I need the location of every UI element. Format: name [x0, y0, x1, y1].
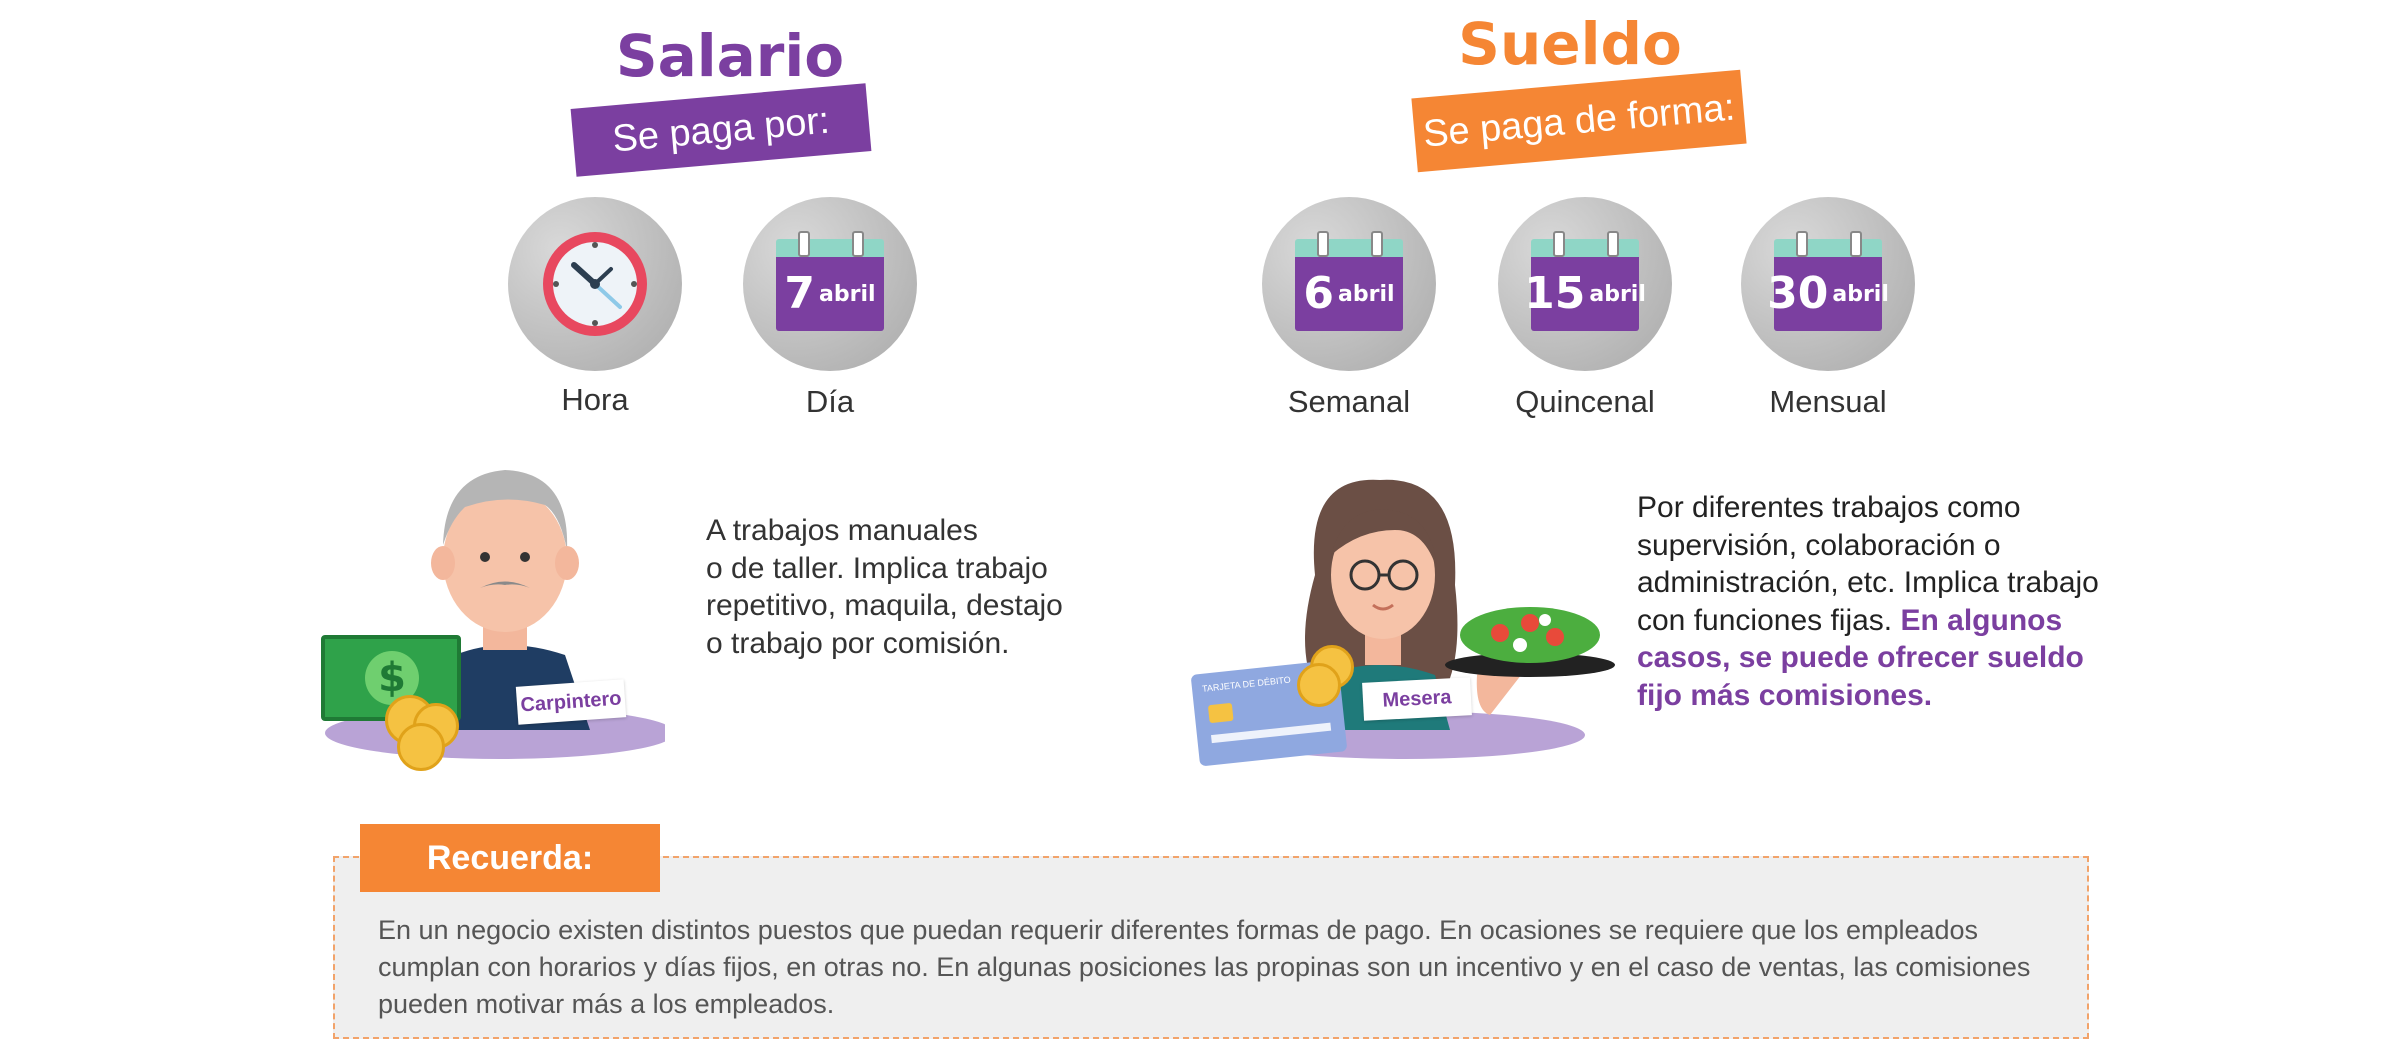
- calendar-month: abril: [1338, 281, 1395, 307]
- sueldo-description-highlight: En algunos casos, se puede ofrecer sueld…: [1637, 603, 2084, 712]
- calendar-day: 15: [1524, 268, 1586, 319]
- calendar-day: 30: [1767, 268, 1829, 319]
- calendar-icon: 6 abril: [1295, 231, 1403, 331]
- calendar-day: 7: [784, 268, 816, 319]
- dia-circle: 7 abril: [743, 197, 917, 371]
- quincenal-circle: 15 abril: [1498, 197, 1672, 371]
- reminder-title-label: Recuerda:: [426, 838, 594, 877]
- salario-description: A trabajos manuales o de taller. Implica…: [706, 514, 1063, 660]
- salario-ribbon-label: Se paga por:: [610, 99, 832, 160]
- sueldo-description-text: Por diferentes trabajos como supervisión…: [1637, 491, 2099, 637]
- option-mensual-label: Mensual: [1769, 384, 1887, 419]
- calendar-day: 6: [1303, 268, 1335, 319]
- reminder-title: Recuerda:: [360, 824, 660, 892]
- calendar-icon: 30 abril: [1767, 231, 1889, 331]
- salario-ribbon: Se paga por:: [570, 83, 872, 177]
- mensual-circle: 30 abril: [1741, 197, 1915, 371]
- sueldo-description: Por diferentes trabajos como supervisión…: [1637, 489, 2157, 714]
- calendar-month: abril: [1589, 281, 1646, 307]
- option-dia-label: Día: [805, 384, 855, 419]
- calendar-icon: 15 abril: [1524, 231, 1646, 331]
- carpintero-tag: Carpintero: [515, 679, 627, 725]
- semanal-circle: 6 abril: [1262, 197, 1436, 371]
- waitress-illustration: TARJETA DE DÉBITO Mesera: [1190, 475, 1620, 770]
- coin-icon: [397, 723, 445, 771]
- clock-icon: [543, 232, 647, 336]
- calendar-month: abril: [1832, 281, 1889, 307]
- calendar-icon: 7 abril: [776, 231, 884, 331]
- option-quincenal-label: Quincenal: [1515, 384, 1655, 419]
- sueldo-ribbon-label: Se paga de forma:: [1421, 85, 1737, 156]
- card-label: TARJETA DE DÉBITO: [1201, 674, 1292, 694]
- option-hora-label: Hora: [561, 382, 629, 417]
- calendar-month: abril: [819, 281, 876, 307]
- coin-icon: [1297, 663, 1341, 707]
- hora-circle: [508, 197, 682, 371]
- carpenter-illustration: $ Carpintero: [305, 455, 665, 771]
- sueldo-ribbon: Se paga de forma:: [1411, 69, 1747, 173]
- option-semanal-label: Semanal: [1287, 384, 1411, 419]
- sueldo-title: Sueldo: [1458, 10, 1682, 78]
- salario-title: Salario: [615, 22, 845, 90]
- reminder-text: En un negocio existen distintos puestos …: [378, 915, 2031, 1019]
- mesera-tag: Mesera: [1362, 677, 1472, 721]
